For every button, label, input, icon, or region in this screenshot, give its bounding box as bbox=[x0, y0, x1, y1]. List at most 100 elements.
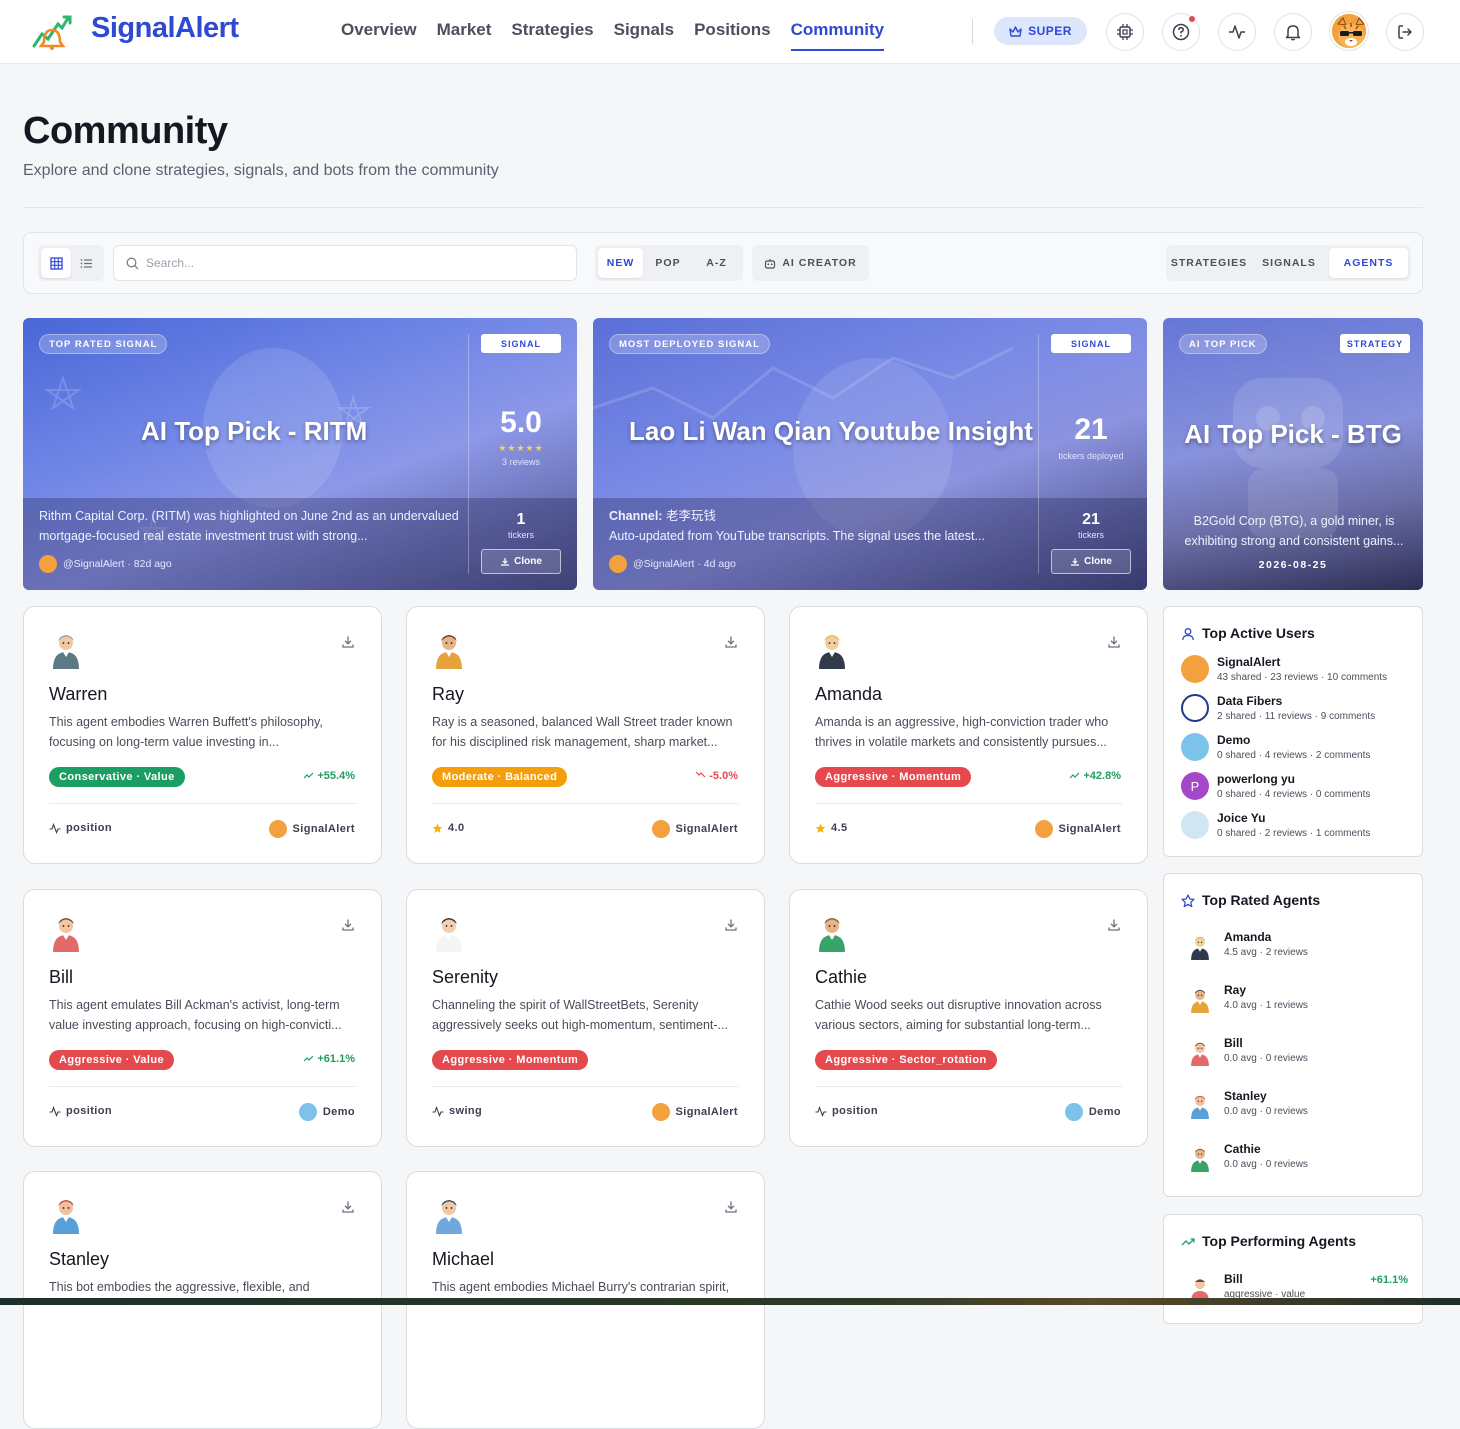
agent-owner[interactable]: SignalAlert bbox=[651, 820, 738, 838]
top-active-users-panel: Top Active Users SignalAlert 43 shared · … bbox=[1163, 606, 1423, 857]
tiger-avatar-icon bbox=[39, 555, 57, 573]
agent-meta-text: 4.0 bbox=[448, 822, 465, 834]
super-badge-button[interactable]: SUPER bbox=[994, 17, 1087, 45]
nav-strategies[interactable]: Strategies bbox=[511, 20, 594, 39]
stanley-avatar-icon bbox=[1188, 1093, 1212, 1119]
search-icon bbox=[126, 257, 139, 270]
sort-pop-button[interactable]: POP bbox=[655, 257, 681, 269]
agent-owner[interactable]: Demo bbox=[1064, 1103, 1121, 1121]
list-icon bbox=[80, 258, 92, 268]
agent-description: This agent embodies Michael Burry's cont… bbox=[432, 1280, 729, 1294]
ai-creator-button[interactable]: AI CREATOR bbox=[755, 248, 866, 278]
agent-row[interactable]: Stanley 0.0 avg · 0 reviews bbox=[1188, 1089, 1308, 1119]
agent-description: Amanda is an aggressive, high-conviction… bbox=[815, 715, 1109, 749]
agent-meta: 4.5 bbox=[815, 822, 848, 834]
nav-signals[interactable]: Signals bbox=[613, 20, 675, 39]
agent-owner[interactable]: SignalAlert bbox=[1034, 820, 1121, 838]
agent-card[interactable]: Amanda Amanda is an aggressive, high-con… bbox=[789, 606, 1148, 864]
featured-tickers-label: tickers bbox=[507, 530, 534, 540]
nav-positions[interactable]: Positions bbox=[694, 20, 771, 39]
logo-icon[interactable] bbox=[28, 12, 74, 52]
agent-row[interactable]: Cathie 0.0 avg · 0 reviews bbox=[1188, 1142, 1308, 1172]
download-icon[interactable] bbox=[341, 1200, 355, 1214]
agent-name: Warren bbox=[49, 684, 108, 704]
agent-meta: swing bbox=[432, 1105, 482, 1117]
stanley-avatar-icon bbox=[49, 1196, 83, 1234]
sort-az-button[interactable]: A-Z bbox=[706, 257, 727, 269]
clone-button[interactable]: Clone bbox=[481, 549, 561, 574]
filter-toolbar: NEW POP A-Z AI CREATOR STRATEGIES SIGNAL… bbox=[23, 232, 1423, 294]
download-icon[interactable] bbox=[724, 635, 738, 649]
type-signals-button[interactable]: SIGNALS bbox=[1262, 257, 1316, 269]
owner-avatar-icon bbox=[1064, 1103, 1083, 1121]
agent-card[interactable]: Warren This agent embodies Warren Buffet… bbox=[23, 606, 382, 864]
notifications-button[interactable] bbox=[1274, 13, 1312, 51]
agent-card[interactable]: Bill This agent emulates Bill Ackman's a… bbox=[23, 889, 382, 1147]
user-row[interactable]: P powerlong yu 0 shared · 4 reviews · 0 c… bbox=[1181, 772, 1370, 802]
user-row[interactable]: Joice Yu 0 shared · 2 reviews · 1 comment… bbox=[1181, 811, 1370, 841]
bill-avatar-icon bbox=[49, 914, 83, 952]
type-agents-button[interactable]: AGENTS bbox=[1329, 248, 1408, 278]
user-avatar[interactable] bbox=[1330, 12, 1368, 50]
download-icon[interactable] bbox=[1107, 918, 1121, 932]
agent-owner[interactable]: SignalAlert bbox=[651, 1103, 738, 1121]
tiger-avatar-icon bbox=[1332, 14, 1366, 48]
grid-view-button[interactable] bbox=[41, 248, 71, 278]
ray-avatar-icon bbox=[1188, 987, 1212, 1013]
agent-name: Ray bbox=[432, 684, 465, 704]
agent-owner[interactable]: SignalAlert bbox=[268, 820, 355, 838]
cpu-chip-icon bbox=[1117, 24, 1133, 40]
nav-community[interactable]: Community bbox=[790, 20, 885, 51]
activity-button[interactable] bbox=[1218, 13, 1256, 51]
agent-card[interactable]: Ray Ray is a seasoned, balanced Wall Str… bbox=[406, 606, 765, 864]
featured-background bbox=[1163, 318, 1423, 590]
featured-rating: 5.0 bbox=[500, 406, 542, 439]
user-row[interactable]: SignalAlert 43 shared · 23 reviews · 10 c… bbox=[1181, 655, 1387, 685]
trending-up-icon bbox=[303, 772, 314, 779]
featured-card-top-rated[interactable]: TOP RATED SIGNAL SIGNAL AI Top Pick - RI… bbox=[23, 318, 577, 590]
clone-button[interactable]: Clone bbox=[1051, 549, 1131, 574]
type-strategies-button[interactable]: STRATEGIES bbox=[1170, 257, 1248, 269]
agent-owner[interactable]: Demo bbox=[298, 1103, 355, 1121]
user-row[interactable]: Demo 0 shared · 4 reviews · 2 comments bbox=[1181, 733, 1370, 763]
featured-tickers-label: tickers bbox=[1077, 530, 1104, 540]
agent-row[interactable]: Bill 0.0 avg · 0 reviews bbox=[1188, 1036, 1308, 1066]
featured-description-text: Auto-updated from YouTube transcripts. T… bbox=[609, 529, 985, 543]
agent-card[interactable]: Serenity Channeling the spirit of WallSt… bbox=[406, 889, 765, 1147]
agent-owner-name: SignalAlert bbox=[292, 823, 355, 835]
featured-description: Channel: 老李玩钱 Auto-updated from YouTube … bbox=[609, 506, 1029, 546]
list-view-button[interactable] bbox=[71, 248, 101, 278]
user-row[interactable]: Data Fibers 2 shared · 11 reviews · 9 com… bbox=[1181, 694, 1375, 724]
sort-new-button[interactable]: NEW bbox=[598, 248, 643, 278]
download-icon[interactable] bbox=[1107, 635, 1121, 649]
user-name: Data Fibers bbox=[1217, 694, 1283, 708]
download-icon[interactable] bbox=[724, 918, 738, 932]
brand-name[interactable]: SignalAlert bbox=[91, 12, 239, 44]
dog-avatar-icon bbox=[1181, 811, 1209, 839]
featured-card-ai-pick[interactable]: AI TOP PICK STRATEGY AI Top Pick - BTG B… bbox=[1163, 318, 1423, 590]
chip-button[interactable] bbox=[1106, 13, 1144, 51]
search-input[interactable] bbox=[146, 246, 566, 280]
agent-meta: 4.0 bbox=[432, 822, 465, 834]
agent-performance: +61.1% bbox=[303, 1053, 355, 1065]
nav-market[interactable]: Market bbox=[436, 20, 492, 39]
channel-name: 老李玩钱 bbox=[665, 509, 716, 523]
agent-card[interactable]: Cathie Cathie Wood seeks out disruptive … bbox=[789, 889, 1148, 1147]
footer-strip bbox=[0, 1298, 1460, 1305]
download-icon[interactable] bbox=[724, 1200, 738, 1214]
trending-up-icon bbox=[1181, 1238, 1195, 1246]
logout-button[interactable] bbox=[1386, 13, 1424, 51]
agent-style-tag: Aggressive · Sector_rotation bbox=[815, 1050, 997, 1070]
activity-pulse-icon bbox=[49, 1105, 61, 1117]
featured-card-most-deployed[interactable]: MOST DEPLOYED SIGNAL SIGNAL Lao Li Wan Q… bbox=[593, 318, 1147, 590]
nav-overview[interactable]: Overview bbox=[341, 20, 417, 39]
agent-row[interactable]: Ray 4.0 avg · 1 reviews bbox=[1188, 983, 1308, 1013]
help-button[interactable] bbox=[1162, 13, 1200, 51]
divider bbox=[23, 207, 1423, 208]
card-divider bbox=[49, 1086, 356, 1087]
download-icon[interactable] bbox=[341, 918, 355, 932]
download-icon[interactable] bbox=[341, 635, 355, 649]
agent-row[interactable]: Amanda 4.5 avg · 2 reviews bbox=[1188, 930, 1308, 960]
featured-kind: SIGNAL bbox=[1051, 334, 1131, 353]
top-rated-agents-panel: Top Rated Agents Amanda 4.5 avg · 2 revie… bbox=[1163, 873, 1423, 1197]
